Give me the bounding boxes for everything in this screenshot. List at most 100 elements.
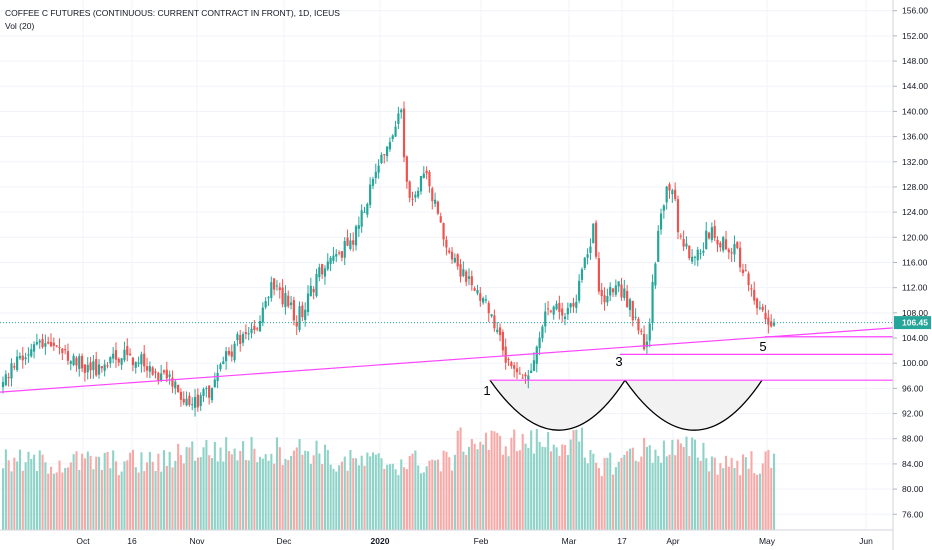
candle-down [131, 357, 135, 366]
volume-bar-up [691, 437, 694, 530]
volume-bar-down [58, 460, 61, 530]
volume-bar-up [134, 467, 137, 530]
volume-bar-up [400, 459, 403, 530]
candle-down [436, 201, 440, 214]
candle-down [64, 349, 67, 351]
candle-up [654, 263, 657, 286]
price-tick-label: 120.00 [902, 232, 928, 242]
candle-up [332, 255, 335, 261]
volume-bar-down [95, 456, 98, 530]
candle-up [335, 253, 338, 257]
candle-up [343, 241, 346, 258]
volume-bar-up [555, 447, 558, 530]
volume-bar-up [648, 445, 651, 530]
volume-legend[interactable]: Vol (20) [5, 21, 35, 31]
candle-down [41, 339, 44, 348]
volume-bar-up [369, 456, 372, 530]
candle-down [106, 365, 109, 367]
price-tick-label: 152.00 [902, 31, 928, 41]
volume-bar-down [558, 455, 561, 530]
volume-bar-down [295, 447, 298, 530]
candle-up [241, 334, 245, 343]
candle-down [295, 321, 298, 327]
volume-bar-down [253, 448, 256, 530]
candle-down [273, 278, 276, 290]
volume-bar-down [340, 461, 344, 530]
time-tick-label: Feb [474, 536, 489, 546]
candle-down [425, 170, 428, 174]
candle-down [727, 249, 730, 253]
candle-down [518, 373, 521, 375]
price-tick-label: 116.00 [902, 257, 928, 267]
candle-up [555, 303, 558, 310]
volume-bar-down [230, 454, 233, 530]
candle-up [210, 388, 214, 401]
volume-bar-down [713, 457, 716, 530]
volume-bar-down [405, 469, 408, 530]
volume-bar-up [527, 447, 530, 530]
volume-bar-down [408, 455, 411, 530]
candle-up [247, 333, 250, 335]
volume-bar-up [665, 456, 668, 530]
volume-bar-down [188, 447, 191, 530]
candle-up [609, 287, 612, 296]
candle-down [126, 346, 129, 355]
volume-bar-up [2, 468, 5, 530]
volume-bar-up [671, 439, 674, 530]
volume-bar-up [267, 460, 270, 530]
candle-down [439, 216, 442, 223]
volume-bar-up [64, 468, 67, 530]
candle-up [417, 190, 420, 197]
candle-up [422, 173, 425, 179]
volume-bar-up [154, 470, 157, 530]
drawn-lines [0, 322, 894, 393]
candle-down [611, 288, 615, 293]
volume-bar-up [30, 458, 33, 530]
candle-up [484, 299, 488, 301]
candle-down [176, 385, 180, 393]
candle-up [222, 361, 225, 364]
volume-bar-down [151, 461, 154, 530]
candle-up [645, 341, 649, 347]
volume-bar-down [521, 433, 524, 530]
volume-bar-up [250, 436, 253, 530]
time-axis[interactable]: Oct 16 Nov Dec 2020 Feb Mar 17 Apr May Jun [0, 529, 893, 546]
volume-bar-up [733, 467, 736, 530]
candle-down [47, 341, 50, 344]
volume-bar-up [213, 441, 216, 530]
volume-bar-up [222, 461, 225, 530]
volume-bar-down [81, 453, 84, 530]
volume-bar-up [140, 452, 143, 530]
candle-up [394, 126, 397, 137]
symbol-legend[interactable]: COFFEE C FUTURES (CONTINUOUS: CURRENT CO… [5, 8, 340, 18]
volume-bar-up [233, 448, 236, 530]
volume-bar-up [174, 460, 177, 530]
volume-bar-down [278, 447, 281, 530]
candle-up [544, 311, 547, 327]
volume-bar-up [482, 444, 485, 530]
volume-bar-up [309, 463, 312, 530]
candle-up [148, 365, 151, 372]
candle-down [431, 188, 434, 202]
candle-up [315, 273, 318, 296]
volume-bar-down [451, 470, 454, 530]
volume-bar-up [4, 449, 7, 530]
candle-up [18, 356, 22, 359]
candle-up [606, 296, 609, 303]
candle-down [287, 295, 290, 307]
volume-bar-down [510, 437, 513, 530]
price-axis[interactable]: 156.00 152.00 148.00 144.00 140.00 136.00 132.… [892, 0, 931, 550]
candle-up [541, 326, 544, 339]
candle-up [628, 299, 632, 311]
candle-down [620, 284, 623, 298]
volume-bar-up [419, 473, 423, 530]
volume-bar-up [360, 455, 363, 530]
candle-down [445, 239, 448, 248]
candle-up [137, 362, 140, 364]
volume-bar-down [747, 468, 750, 530]
candle-down [61, 348, 64, 353]
candle-down [730, 252, 733, 254]
candle-down [182, 398, 185, 403]
price-tick-label: 112.00 [902, 283, 928, 293]
